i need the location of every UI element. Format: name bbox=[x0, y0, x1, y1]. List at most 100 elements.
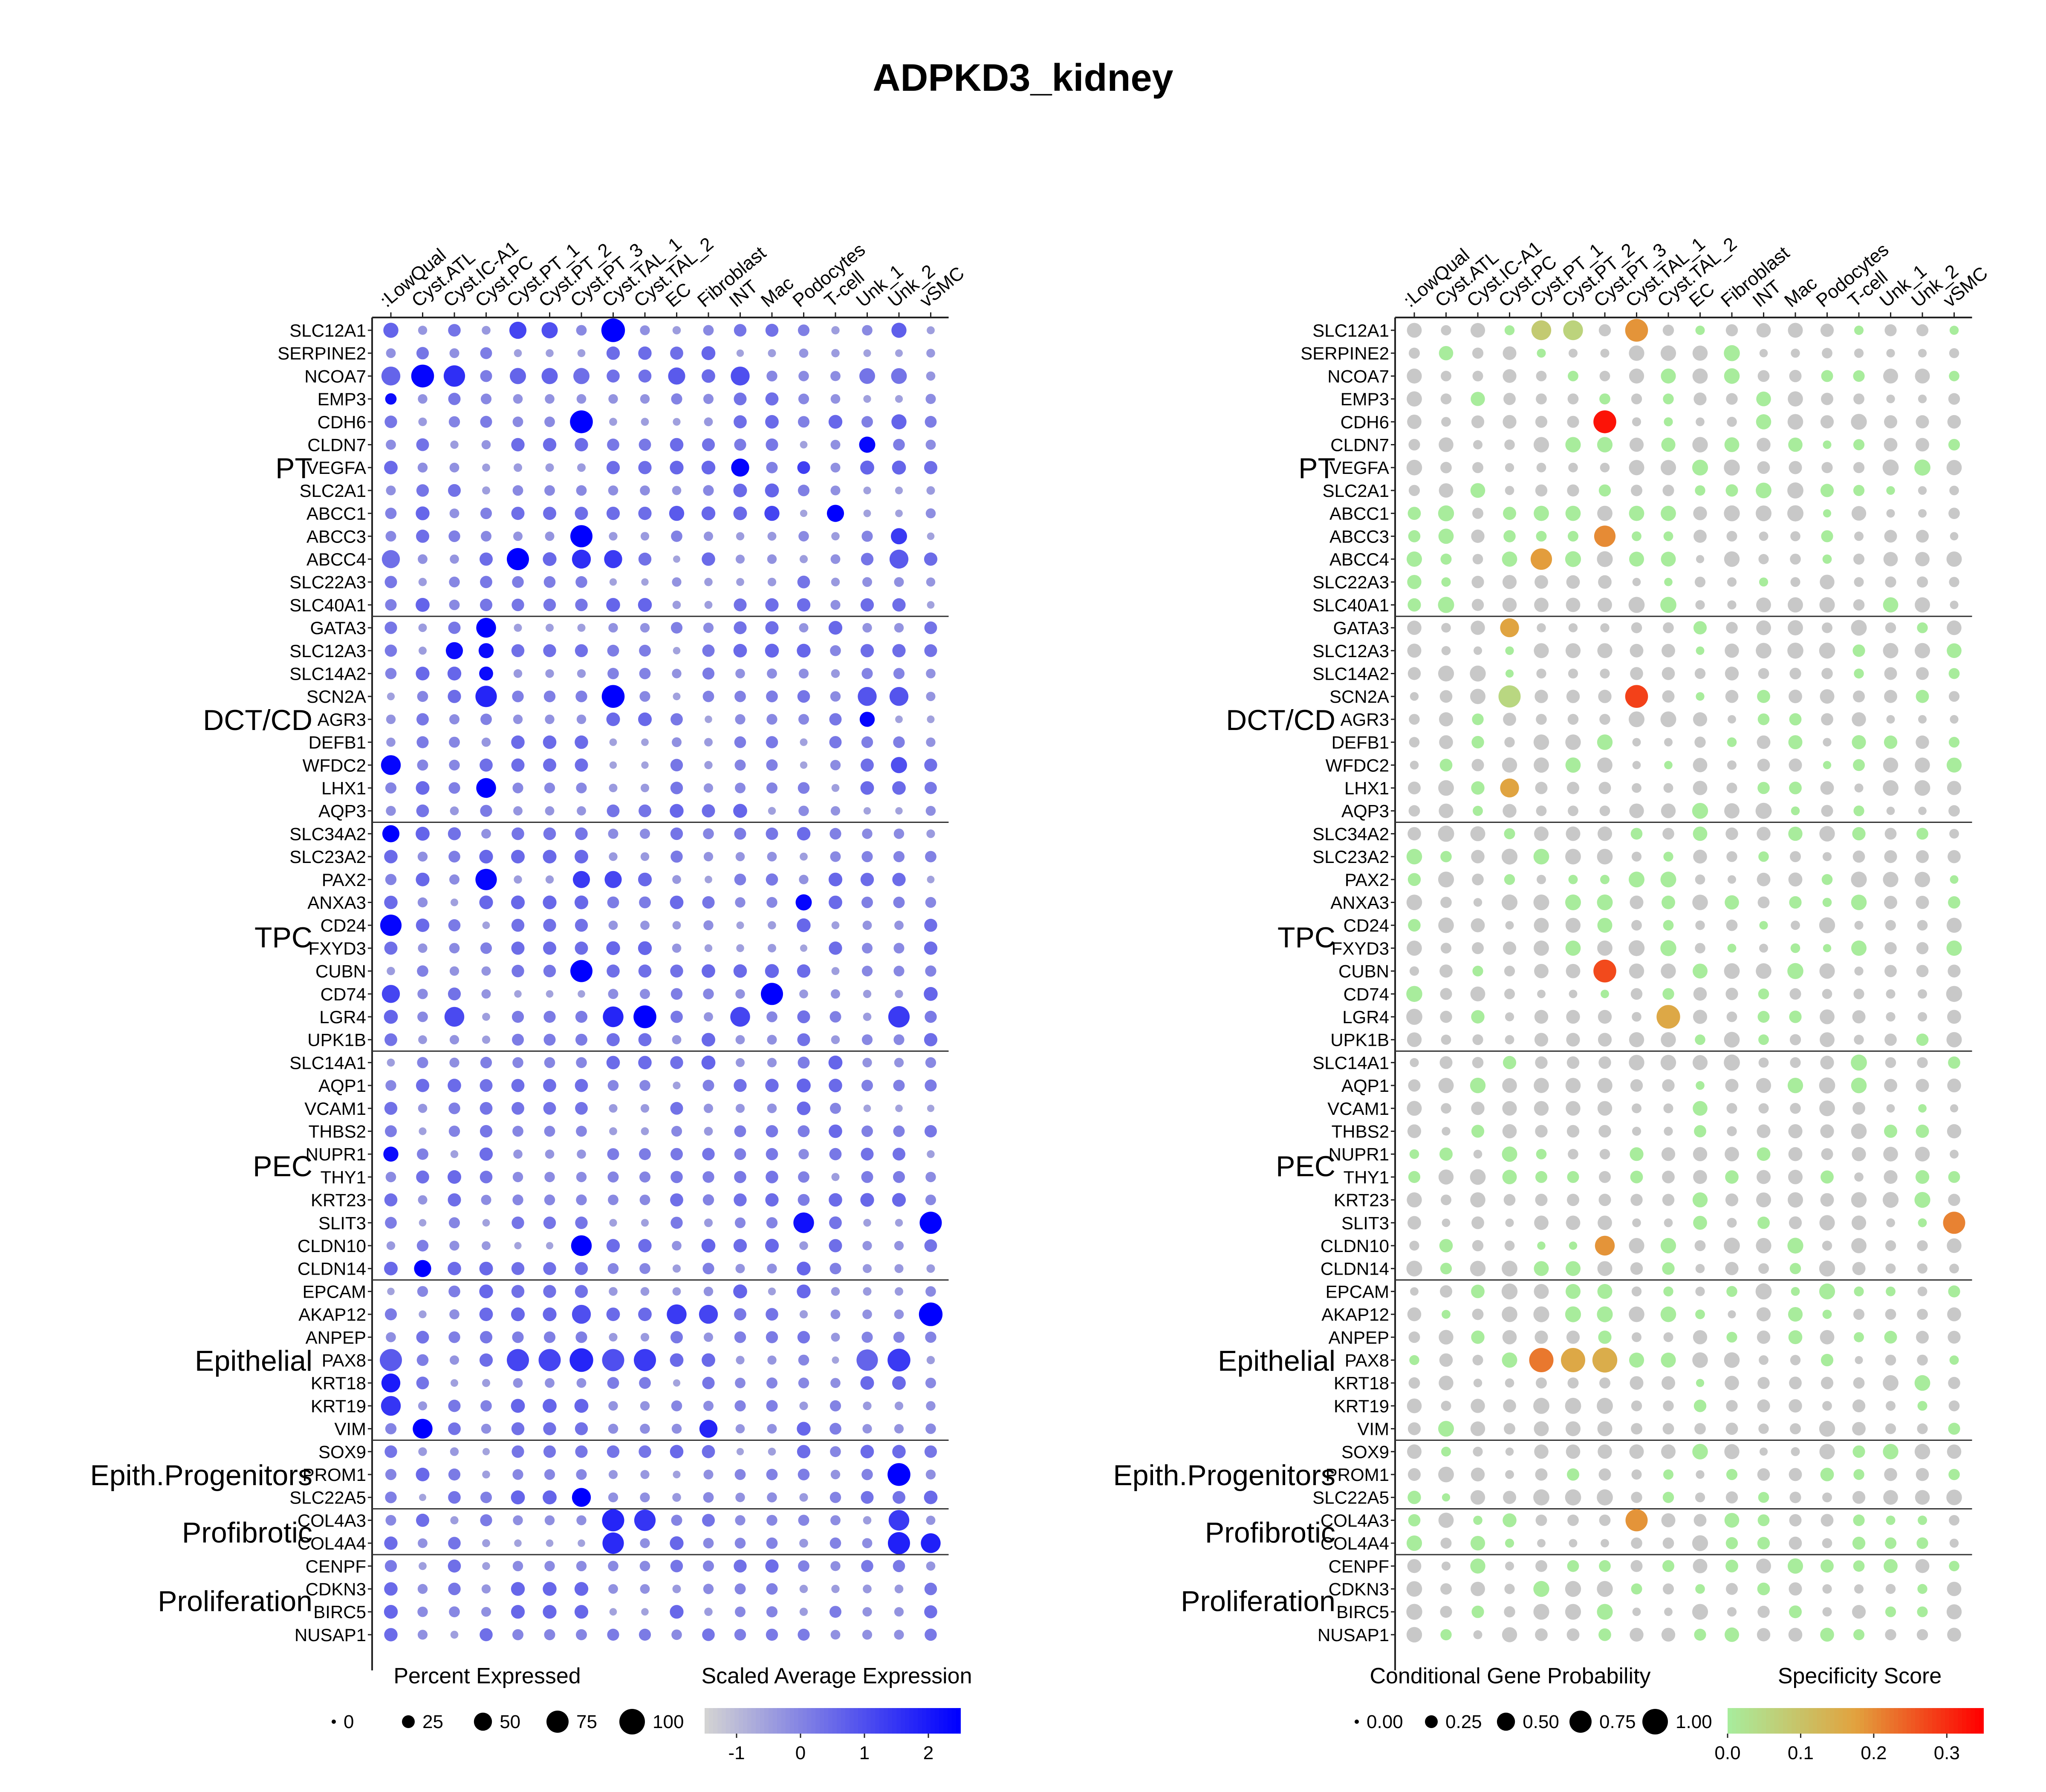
dot bbox=[481, 531, 491, 542]
dot bbox=[703, 1560, 714, 1572]
dot bbox=[602, 1349, 624, 1371]
dot bbox=[482, 1562, 490, 1570]
dot bbox=[419, 1310, 427, 1319]
dot bbox=[1632, 1218, 1641, 1227]
gene-label: NUPR1 bbox=[306, 1144, 366, 1164]
dot bbox=[860, 1193, 874, 1207]
gene-label: AGR3 bbox=[1341, 710, 1389, 730]
dot bbox=[1822, 1310, 1832, 1319]
dot bbox=[1853, 805, 1864, 817]
dot bbox=[926, 1401, 936, 1411]
dot bbox=[1886, 806, 1895, 815]
dot bbox=[575, 1010, 588, 1023]
dot bbox=[1565, 1604, 1581, 1620]
dot bbox=[576, 1172, 587, 1183]
dot bbox=[1917, 1287, 1928, 1296]
colorbar-segment bbox=[1902, 1708, 1907, 1734]
dot bbox=[418, 1035, 427, 1045]
dot bbox=[638, 346, 652, 360]
dot bbox=[1823, 509, 1832, 518]
dot bbox=[545, 463, 554, 472]
figure-title: ADPKD3_kidney bbox=[873, 57, 1173, 99]
dot bbox=[1568, 1148, 1578, 1160]
dot bbox=[449, 462, 459, 473]
dot bbox=[1531, 320, 1552, 341]
dot bbox=[1789, 1492, 1801, 1503]
dot bbox=[766, 1583, 778, 1595]
dot bbox=[543, 1010, 556, 1023]
colorbar-segment bbox=[820, 1708, 824, 1734]
group-label: Proliferation bbox=[158, 1585, 312, 1617]
dot bbox=[799, 1538, 808, 1548]
dot bbox=[380, 1349, 402, 1371]
dot bbox=[543, 598, 556, 612]
dot bbox=[1597, 1078, 1613, 1093]
dot bbox=[482, 921, 490, 929]
dot bbox=[895, 486, 903, 494]
dot bbox=[569, 1348, 593, 1372]
dot bbox=[1819, 1215, 1835, 1231]
dot bbox=[1472, 508, 1483, 519]
dot bbox=[604, 550, 622, 568]
dot bbox=[476, 778, 496, 798]
dot bbox=[766, 897, 777, 908]
colorbar-tick-label: 1 bbox=[859, 1743, 870, 1763]
dot bbox=[1473, 805, 1483, 816]
dot bbox=[731, 459, 749, 477]
colorbar-segment bbox=[1834, 1708, 1839, 1734]
dot bbox=[1567, 1560, 1579, 1572]
dot bbox=[671, 1400, 682, 1411]
gene-label: AKAP12 bbox=[1321, 1304, 1389, 1325]
dot bbox=[1503, 941, 1517, 955]
dot bbox=[1946, 551, 1962, 567]
dot bbox=[577, 669, 586, 678]
dot bbox=[734, 828, 746, 840]
dot bbox=[1407, 391, 1422, 407]
colorbar-segment bbox=[756, 1708, 760, 1734]
dot bbox=[1918, 806, 1927, 815]
dot bbox=[1502, 551, 1517, 567]
dot bbox=[575, 1216, 588, 1229]
dot bbox=[609, 1127, 617, 1135]
dot bbox=[640, 1470, 650, 1479]
dot bbox=[387, 1287, 395, 1296]
dot bbox=[639, 1080, 650, 1091]
dot bbox=[1789, 1376, 1802, 1390]
dot bbox=[1915, 368, 1930, 384]
dot bbox=[1916, 438, 1929, 452]
dot bbox=[449, 736, 460, 748]
dot bbox=[670, 346, 683, 360]
gene-label: FXYD3 bbox=[1332, 938, 1389, 958]
dot bbox=[482, 486, 490, 495]
dot bbox=[1756, 1078, 1771, 1093]
dot bbox=[640, 1538, 650, 1548]
dot bbox=[1916, 828, 1928, 840]
dot bbox=[1630, 1628, 1644, 1642]
dot bbox=[416, 598, 430, 612]
dot bbox=[668, 367, 685, 385]
dot bbox=[704, 1103, 713, 1113]
dot bbox=[416, 529, 429, 543]
dot bbox=[571, 1235, 592, 1256]
dot bbox=[416, 1376, 429, 1390]
dot bbox=[894, 1424, 904, 1434]
dot bbox=[1407, 1101, 1422, 1116]
colorbar-segment bbox=[747, 1708, 752, 1734]
gene-label: VEGFA bbox=[1329, 458, 1389, 478]
dot bbox=[514, 990, 522, 998]
dot bbox=[1726, 622, 1738, 634]
gene-label: THBS2 bbox=[309, 1122, 366, 1142]
dot bbox=[861, 1331, 873, 1343]
colorbar-segment bbox=[948, 1708, 952, 1734]
dot bbox=[1787, 414, 1803, 430]
dot bbox=[1946, 1604, 1962, 1619]
dot bbox=[1790, 1423, 1801, 1434]
dot bbox=[735, 1606, 746, 1617]
dot bbox=[1407, 1032, 1422, 1047]
dot bbox=[511, 438, 525, 452]
colorbar-segment bbox=[739, 1708, 743, 1734]
dot bbox=[702, 1376, 715, 1389]
dot bbox=[1852, 735, 1866, 750]
dot bbox=[1724, 803, 1740, 819]
dot bbox=[1537, 874, 1546, 884]
